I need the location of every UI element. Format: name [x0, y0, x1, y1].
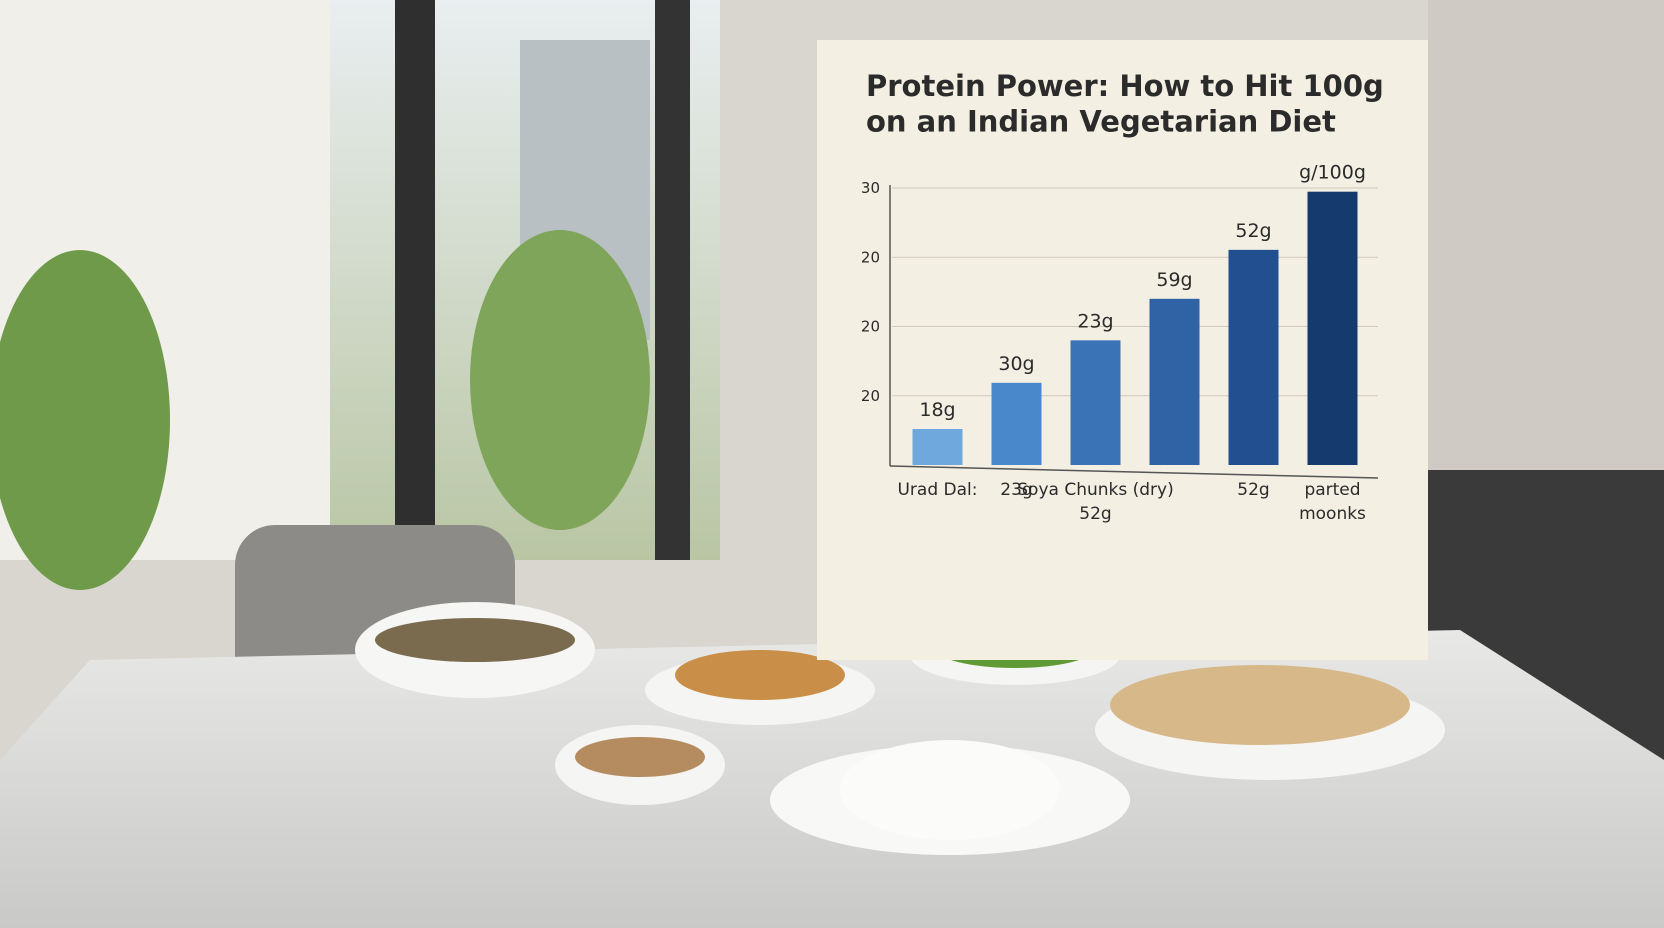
peanut-butter	[575, 737, 705, 777]
y-tick-label: 20	[861, 248, 880, 266]
bar	[1070, 340, 1121, 465]
x-tick-label: Soya Chunks (dry) 52g	[1017, 480, 1173, 524]
bar-annotation: 23g	[1077, 310, 1113, 332]
x-axis	[889, 465, 1379, 479]
plant	[470, 230, 650, 530]
y-tick-label: 20	[861, 386, 880, 404]
y-tick-label: 30	[861, 179, 880, 197]
bar-annotation: 59g	[1156, 268, 1192, 290]
chart-title: Protein Power: How to Hit 100g on an Indi…	[866, 69, 1384, 138]
roti	[1110, 665, 1410, 745]
bar-annotation: 18g	[919, 398, 955, 420]
bar-annotation: 30g	[998, 352, 1034, 374]
bar	[1307, 191, 1358, 465]
y-tick-label: 20	[861, 317, 880, 335]
lentils	[375, 618, 575, 662]
x-tick-label: Urad Dal:	[897, 480, 977, 500]
rice	[840, 740, 1060, 840]
bar-annotation: g/100g	[1299, 161, 1366, 183]
window-frame	[395, 0, 435, 560]
bar-annotation: 52g	[1235, 219, 1271, 241]
bar	[1149, 298, 1200, 465]
plant	[0, 250, 170, 590]
x-tick-label: parted moonks	[1299, 480, 1366, 524]
bar	[1228, 249, 1279, 465]
chickpeas	[675, 650, 845, 700]
bar	[991, 382, 1042, 465]
x-tick-label: 52g	[1237, 480, 1269, 500]
bar	[912, 428, 963, 465]
window-frame	[655, 0, 690, 560]
x-tick-label: 23g	[1000, 480, 1032, 500]
